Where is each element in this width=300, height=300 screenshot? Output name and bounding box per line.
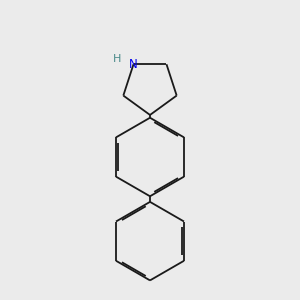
Text: H: H xyxy=(112,54,121,64)
Text: N: N xyxy=(129,58,138,71)
